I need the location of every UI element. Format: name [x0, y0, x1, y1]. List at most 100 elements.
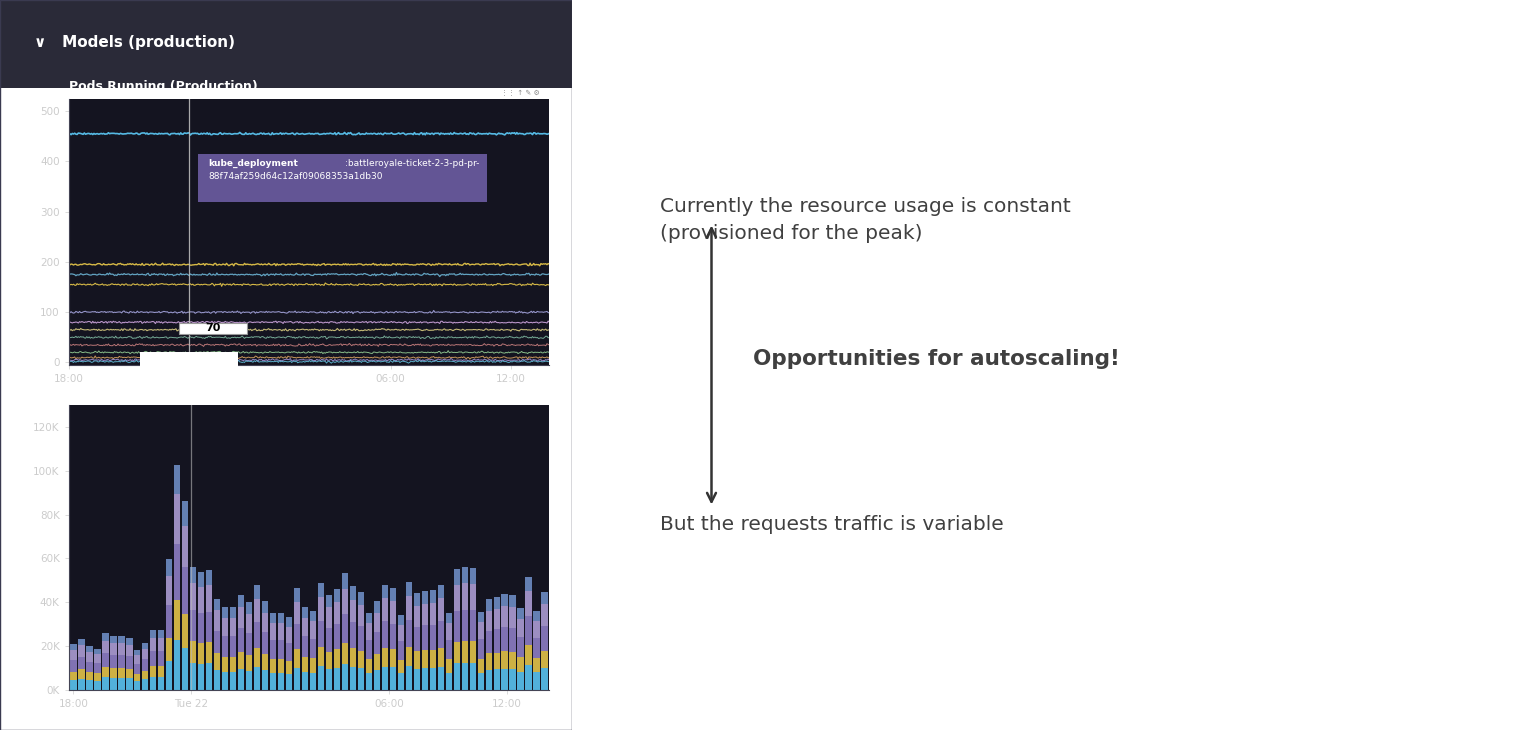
- Bar: [166, 559, 172, 577]
- Bar: [525, 616, 533, 645]
- Bar: [95, 674, 101, 681]
- Bar: [118, 669, 125, 678]
- Bar: [302, 607, 308, 618]
- Bar: [174, 494, 180, 544]
- Bar: [534, 611, 540, 621]
- Bar: [166, 661, 172, 690]
- Bar: [470, 610, 476, 641]
- Bar: [295, 624, 301, 649]
- Bar: [461, 663, 468, 690]
- Bar: [542, 626, 548, 650]
- Bar: [270, 613, 276, 623]
- Bar: [470, 663, 476, 690]
- Bar: [493, 653, 501, 669]
- Bar: [70, 644, 76, 650]
- Bar: [317, 583, 324, 597]
- Bar: [206, 569, 212, 585]
- Bar: [438, 585, 444, 598]
- Bar: [150, 650, 157, 666]
- Bar: [166, 577, 172, 605]
- Bar: [325, 628, 333, 652]
- Bar: [493, 669, 501, 690]
- Bar: [389, 601, 397, 623]
- Bar: [374, 654, 380, 670]
- Bar: [366, 640, 372, 659]
- Bar: [189, 663, 197, 690]
- Bar: [262, 602, 269, 613]
- Bar: [95, 664, 101, 674]
- Bar: [70, 650, 76, 660]
- Bar: [159, 630, 165, 637]
- Bar: [85, 680, 93, 690]
- Bar: [485, 631, 491, 653]
- Bar: [470, 568, 476, 583]
- Bar: [421, 604, 429, 626]
- Bar: [142, 642, 148, 649]
- Bar: [70, 660, 76, 672]
- Bar: [302, 672, 308, 690]
- Bar: [446, 639, 452, 659]
- Bar: [150, 677, 157, 690]
- Bar: [214, 610, 220, 631]
- Bar: [430, 625, 436, 650]
- Bar: [302, 657, 308, 672]
- Bar: [118, 643, 125, 655]
- FancyBboxPatch shape: [198, 154, 487, 201]
- Bar: [534, 639, 540, 658]
- Bar: [85, 646, 93, 652]
- Bar: [382, 585, 388, 598]
- Bar: [230, 656, 237, 672]
- Bar: [102, 633, 108, 640]
- Bar: [110, 655, 116, 669]
- Bar: [189, 610, 197, 640]
- Bar: [198, 642, 204, 664]
- Bar: [485, 670, 491, 690]
- Bar: [510, 652, 516, 669]
- Bar: [453, 585, 459, 612]
- Bar: [398, 641, 404, 660]
- Bar: [534, 621, 540, 639]
- Bar: [206, 612, 212, 642]
- Bar: [406, 666, 412, 690]
- Bar: [430, 668, 436, 690]
- Bar: [198, 664, 204, 690]
- Bar: [502, 669, 508, 690]
- Bar: [285, 618, 293, 627]
- Bar: [325, 595, 333, 607]
- Bar: [134, 664, 140, 674]
- Bar: [159, 637, 165, 651]
- Bar: [389, 649, 397, 667]
- Bar: [302, 636, 308, 657]
- Bar: [198, 613, 204, 642]
- Bar: [357, 669, 365, 690]
- Bar: [238, 595, 244, 607]
- Bar: [470, 583, 476, 610]
- Bar: [310, 658, 316, 672]
- FancyBboxPatch shape: [179, 323, 247, 334]
- Bar: [502, 651, 508, 669]
- Bar: [414, 627, 420, 651]
- Bar: [253, 648, 261, 666]
- Bar: [253, 622, 261, 648]
- Bar: [214, 599, 220, 610]
- Bar: [366, 659, 372, 673]
- Bar: [230, 607, 237, 618]
- Bar: [78, 669, 84, 679]
- Bar: [374, 632, 380, 654]
- Bar: [238, 669, 244, 690]
- Bar: [342, 643, 348, 664]
- Bar: [206, 642, 212, 664]
- Bar: [349, 586, 356, 599]
- Bar: [118, 655, 125, 669]
- Bar: [110, 643, 116, 655]
- Bar: [182, 502, 188, 526]
- Bar: [406, 582, 412, 596]
- Bar: [382, 666, 388, 690]
- Bar: [78, 679, 84, 690]
- Bar: [221, 637, 229, 657]
- Bar: [262, 632, 269, 655]
- Bar: [278, 623, 284, 640]
- Bar: [150, 666, 157, 677]
- Bar: [342, 664, 348, 690]
- Bar: [502, 607, 508, 627]
